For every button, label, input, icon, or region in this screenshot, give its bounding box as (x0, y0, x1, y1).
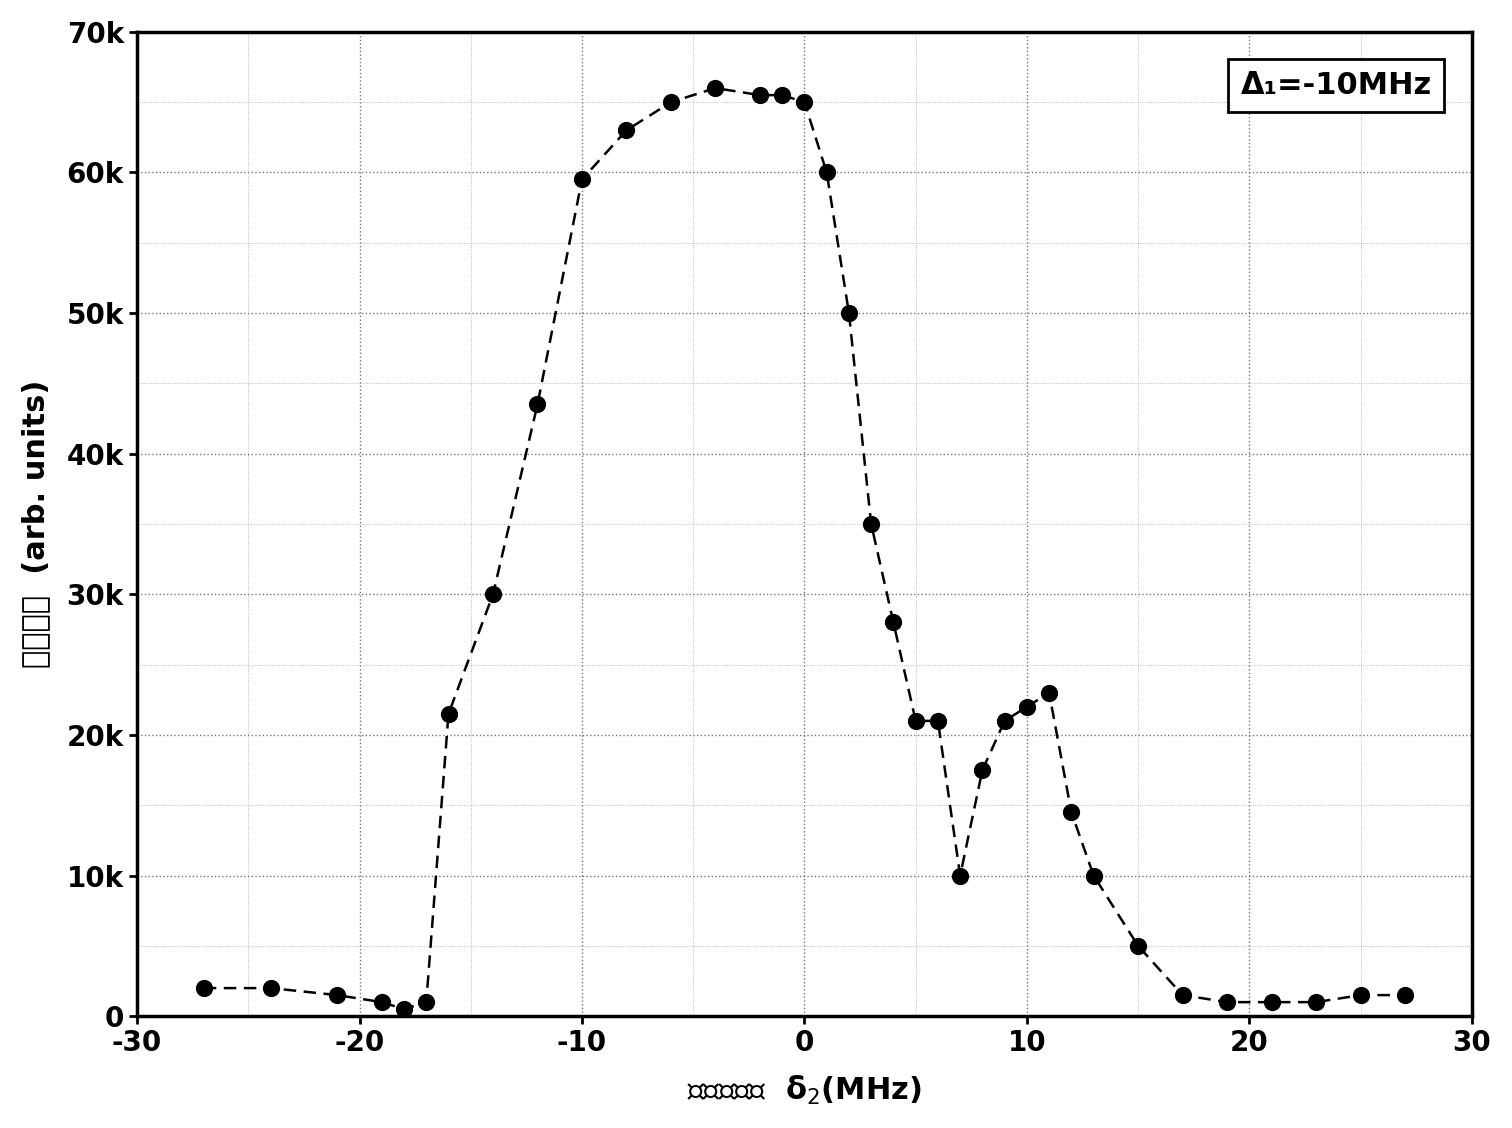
Point (414, 993, 438, 1011)
Point (971, 761, 995, 779)
Point (1060, 803, 1084, 821)
Point (1303, 993, 1328, 1011)
Point (992, 712, 1016, 730)
Point (325, 986, 349, 1004)
Point (1037, 684, 1061, 702)
Point (904, 712, 928, 730)
Point (525, 396, 549, 414)
Point (659, 94, 683, 112)
Point (1015, 698, 1039, 716)
Point (1081, 866, 1105, 884)
Point (481, 585, 505, 603)
Text: Δ₁=-10MHz: Δ₁=-10MHz (1240, 71, 1432, 100)
X-axis label: 双光子失谐  δ$_2$(MHz): 双光子失谐 δ$_2$(MHz) (686, 1074, 922, 1108)
Point (1126, 937, 1151, 955)
Point (1259, 993, 1284, 1011)
Point (770, 86, 794, 104)
Point (748, 86, 773, 104)
Point (925, 712, 950, 730)
Point (1216, 993, 1240, 1011)
Point (1349, 986, 1373, 1004)
Point (948, 866, 972, 884)
Point (1170, 986, 1194, 1004)
Point (259, 979, 283, 997)
Point (437, 705, 461, 723)
Point (859, 515, 883, 534)
Point (792, 94, 816, 112)
Point (614, 121, 638, 139)
Point (192, 979, 216, 997)
Point (815, 164, 839, 182)
Point (881, 614, 906, 632)
Point (392, 1001, 416, 1019)
Point (703, 79, 727, 97)
Point (836, 305, 860, 323)
Point (570, 170, 594, 188)
Y-axis label: 荺光强度  (arb. units): 荺光强度 (arb. units) (21, 380, 50, 668)
Point (1393, 986, 1417, 1004)
Point (369, 993, 393, 1011)
